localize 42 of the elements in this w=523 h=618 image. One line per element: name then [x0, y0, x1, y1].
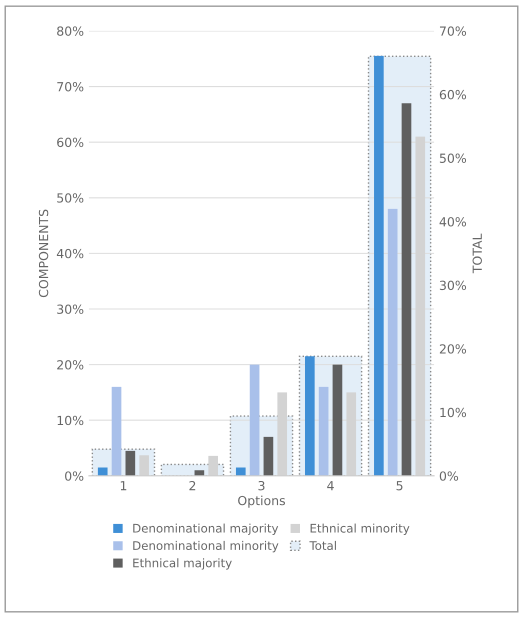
x-tick-label: 3 [258, 480, 264, 490]
legend-label: Total [309, 540, 336, 550]
bar [250, 364, 260, 476]
bar [402, 103, 412, 476]
bar [332, 364, 342, 476]
legend-label: Ethnical minority [310, 524, 410, 535]
y-tick-label: 70% [57, 82, 84, 92]
y-tick-label: 60% [57, 138, 84, 148]
y-tick-label: 50% [57, 193, 84, 203]
y-tick-label: 40% [56, 248, 84, 258]
y2-tick-label: 0% [440, 471, 458, 481]
x-tick-label: 4 [327, 481, 334, 490]
bar [112, 386, 122, 476]
bar [98, 468, 108, 476]
legend-label: Denominational majority [133, 524, 278, 535]
bar [374, 56, 384, 476]
y2-tick-label: 60% [440, 90, 466, 100]
y2-tick-label: 70% [440, 26, 466, 36]
x-tick-label: 1 [120, 481, 126, 490]
y2-tick-label: 50% [440, 154, 466, 163]
x-tick-label: 5 [396, 481, 402, 490]
y-tick-label: 10% [58, 416, 84, 426]
x-axis-title: Options [238, 496, 286, 508]
bar [126, 450, 136, 476]
y2-tick-label: 40% [440, 217, 466, 227]
y-axis-title: COMPONENTS [38, 210, 48, 298]
y2-tick-label: 10% [440, 408, 466, 418]
bar [318, 386, 328, 476]
y-tick-label: 80% [57, 26, 84, 36]
bar [264, 436, 274, 476]
y2-tick-label: 30% [440, 280, 466, 290]
y-tick-label: 30% [57, 304, 84, 314]
y2-axis-title: TOTAL [472, 234, 482, 274]
bar [388, 208, 398, 476]
bar [236, 468, 246, 476]
bar [304, 356, 315, 476]
y2-tick-label: 20% [440, 344, 466, 354]
y-tick-label: 0% [65, 471, 84, 481]
legend-label: Denominational minority [133, 540, 278, 552]
legend-label: Ethnical majority [133, 558, 232, 570]
x-tick-label: 2 [189, 480, 196, 490]
y-tick-label: 20% [57, 360, 84, 370]
